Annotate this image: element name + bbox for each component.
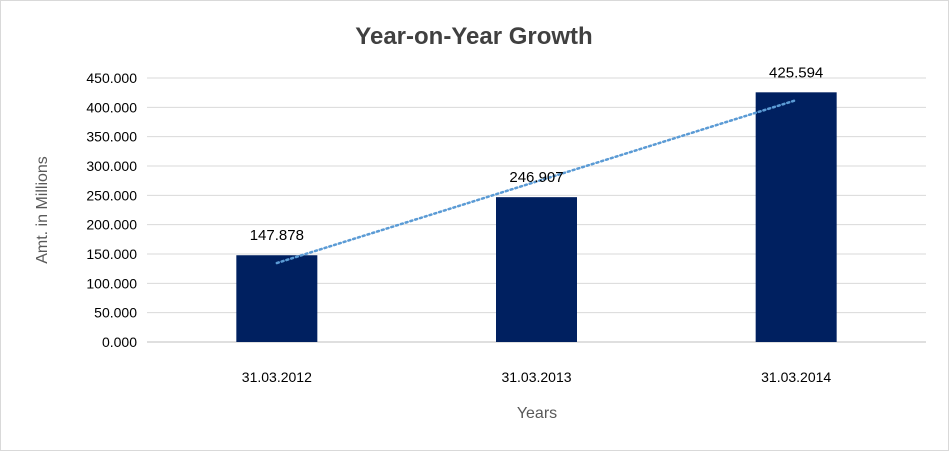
bar: [496, 197, 577, 342]
data-label: 246.907: [509, 169, 563, 186]
bar: [236, 255, 318, 342]
chart-title: Year-on-Year Growth: [355, 23, 592, 50]
y-tick-label: 150.000: [86, 246, 137, 262]
bars: [236, 92, 837, 343]
y-tick-label: 50.000: [94, 305, 137, 321]
bar: [755, 92, 837, 343]
y-tick-label: 200.000: [86, 217, 137, 233]
x-tick-label: 31.03.2013: [501, 369, 571, 385]
y-tick-label: 250.000: [86, 187, 137, 203]
trendline: [275, 98, 798, 265]
y-axis-title: Amt. in Millions: [34, 156, 51, 264]
y-tick-label: 300.000: [86, 158, 137, 174]
x-tick-label: 31.03.2014: [761, 369, 831, 385]
x-axis-ticks: 31.03.2012 31.03.2013 31.03.2014: [242, 369, 832, 385]
trendline-line: [275, 98, 798, 265]
y-tick-label: 400.000: [86, 99, 137, 115]
data-label: 147.878: [250, 227, 304, 244]
y-tick-label: 100.000: [86, 275, 137, 291]
data-label: 425.594: [769, 64, 823, 81]
y-axis-ticks: 0.000 50.000 100.000 150.000 200.000 250.000 3…: [86, 70, 137, 350]
y-tick-label: 450.000: [86, 70, 137, 86]
x-axis-title: Years: [517, 405, 557, 422]
y-tick-label: 0.000: [102, 334, 137, 350]
y-tick-label: 350.000: [86, 129, 137, 145]
x-tick-label: 31.03.2012: [242, 369, 312, 385]
data-labels: 147.878 246.907 425.594: [250, 64, 824, 244]
